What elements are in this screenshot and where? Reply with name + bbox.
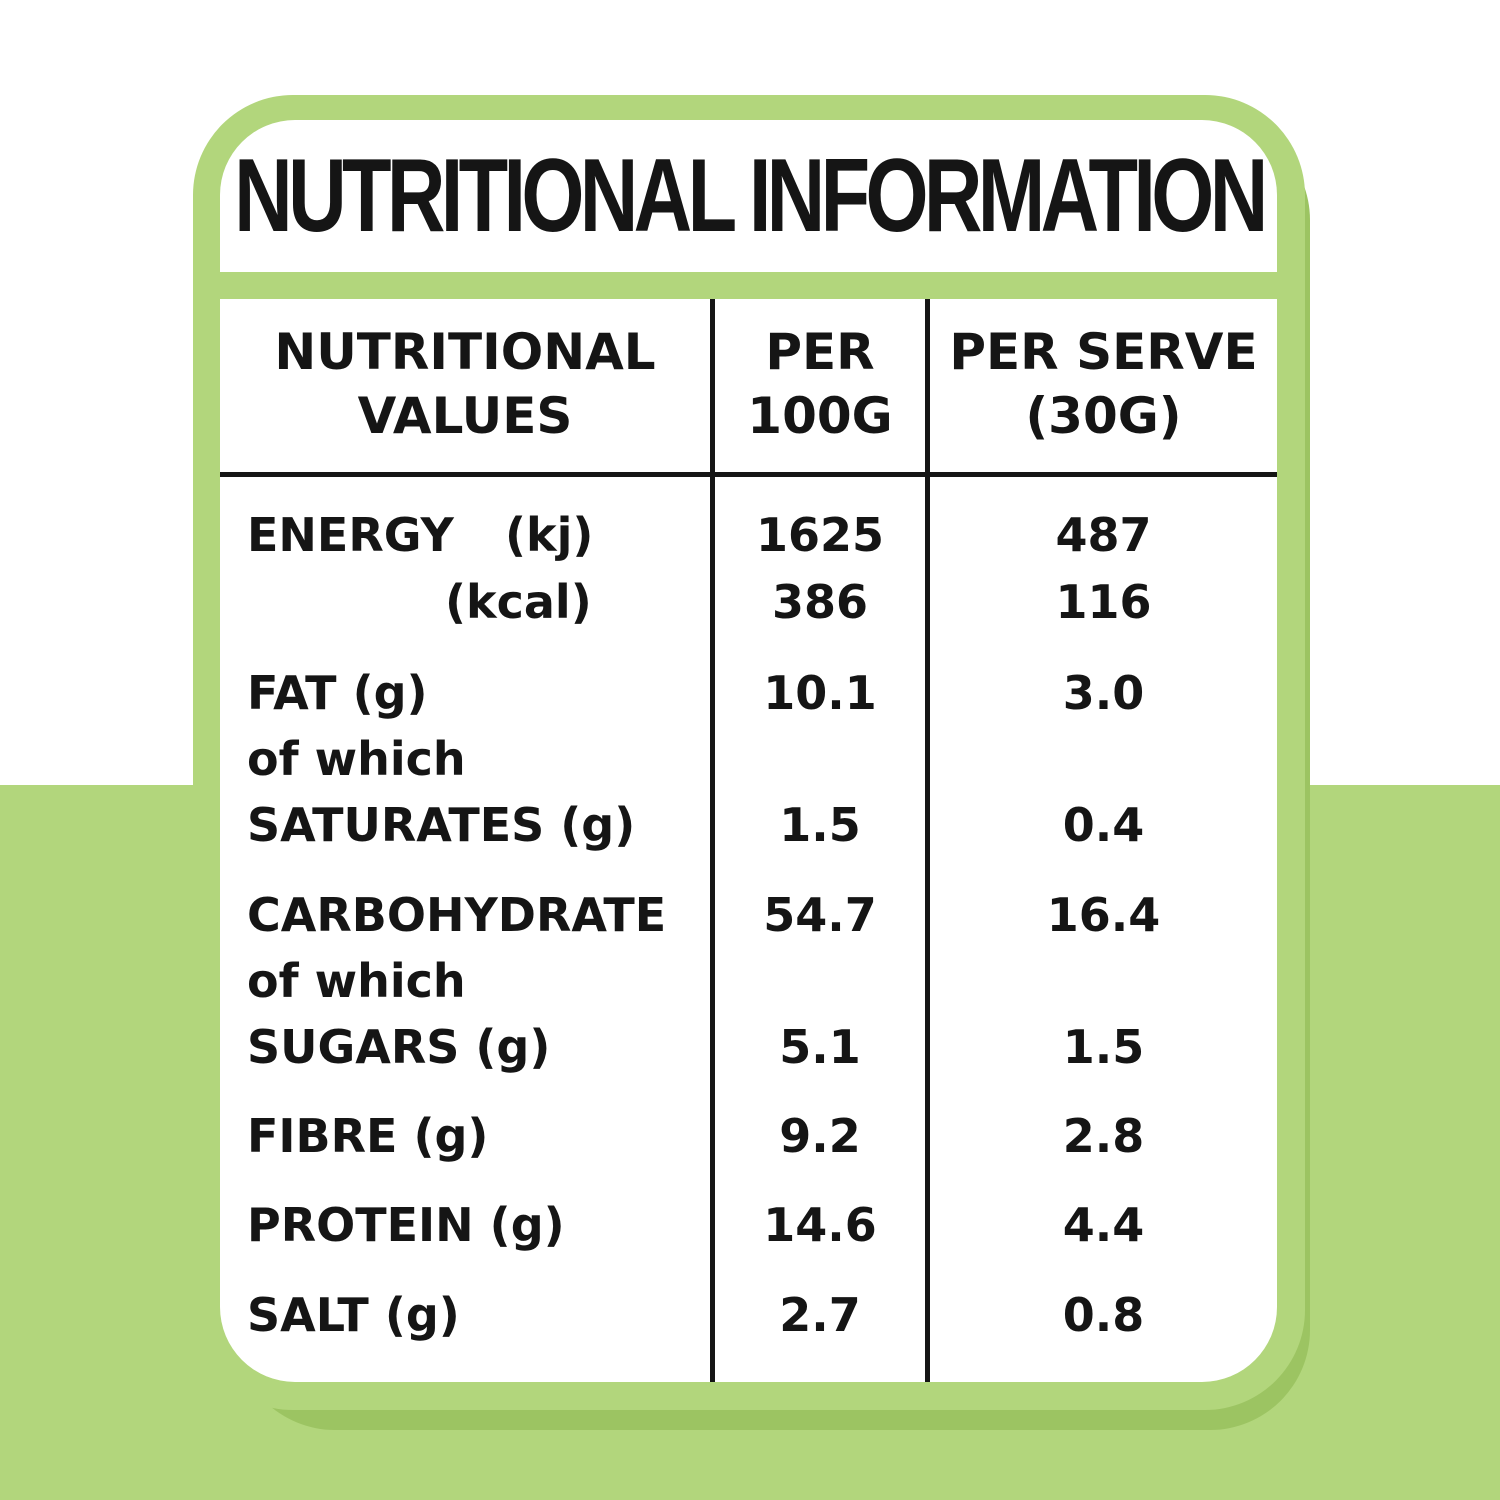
value-carbohydrate-serve: 16.4 [1046, 888, 1161, 942]
value-energy-kcal-per100: 386 [771, 575, 869, 629]
header-per-serve: PER SERVE (30G) [930, 320, 1277, 448]
value-sugars-serve: 1.5 [1062, 1020, 1145, 1074]
row-unit-energy-kcal: (kcal) [445, 575, 592, 629]
header-line: 100G [747, 387, 893, 445]
header-line: VALUES [357, 387, 573, 445]
value-protein-per100: 14.6 [763, 1198, 877, 1252]
title-divider [220, 272, 1277, 299]
row-label-sugars: SUGARS (g) [247, 1020, 551, 1074]
header-nutritional-values: NUTRITIONAL VALUES [220, 320, 710, 448]
row-label-salt: SALT (g) [247, 1288, 460, 1342]
value-fibre-per100: 9.2 [779, 1109, 861, 1163]
value-sugars-per100: 5.1 [779, 1020, 861, 1074]
header-line: PER [765, 323, 875, 381]
row-label-carbohydrate: CARBOHYDRATE [247, 888, 667, 942]
row-label-fat-of-which: of which [247, 732, 466, 786]
header-line: NUTRITIONAL [274, 323, 656, 381]
column-divider-2 [925, 299, 930, 1382]
row-label-energy: ENERGY [247, 508, 454, 562]
value-salt-serve: 0.8 [1062, 1288, 1145, 1342]
header-per-100g: PER 100G [715, 320, 925, 448]
value-energy-kj-per100: 1625 [755, 508, 885, 562]
value-saturates-per100: 1.5 [779, 798, 861, 852]
value-energy-kj-serve: 487 [1055, 508, 1152, 562]
column-divider-1 [710, 299, 715, 1382]
row-label-carb-of-which: of which [247, 954, 466, 1008]
nutrition-card: NUTRITIONAL INFORMATION NUTRITIONAL VALU… [220, 120, 1277, 1382]
header-line: PER SERVE [949, 323, 1258, 381]
value-salt-per100: 2.7 [779, 1288, 861, 1342]
value-saturates-serve: 0.4 [1062, 798, 1145, 852]
row-label-fat: FAT (g) [247, 666, 428, 720]
value-fat-per100: 10.1 [763, 666, 877, 720]
row-label-saturates: SATURATES (g) [247, 798, 636, 852]
value-protein-serve: 4.4 [1062, 1198, 1145, 1252]
value-energy-kcal-serve: 116 [1055, 575, 1152, 629]
value-fibre-serve: 2.8 [1062, 1109, 1145, 1163]
value-fat-serve: 3.0 [1062, 666, 1145, 720]
page-title: NUTRITIONAL INFORMATION [233, 137, 1268, 254]
header-line: (30G) [1025, 387, 1182, 445]
row-label-fibre: FIBRE (g) [247, 1109, 489, 1163]
row-label-protein: PROTEIN (g) [247, 1198, 565, 1252]
value-carbohydrate-per100: 54.7 [763, 888, 877, 942]
header-divider [220, 472, 1277, 477]
title-band: NUTRITIONAL INFORMATION [220, 120, 1277, 272]
row-unit-energy-kj: (kj) [505, 508, 594, 562]
